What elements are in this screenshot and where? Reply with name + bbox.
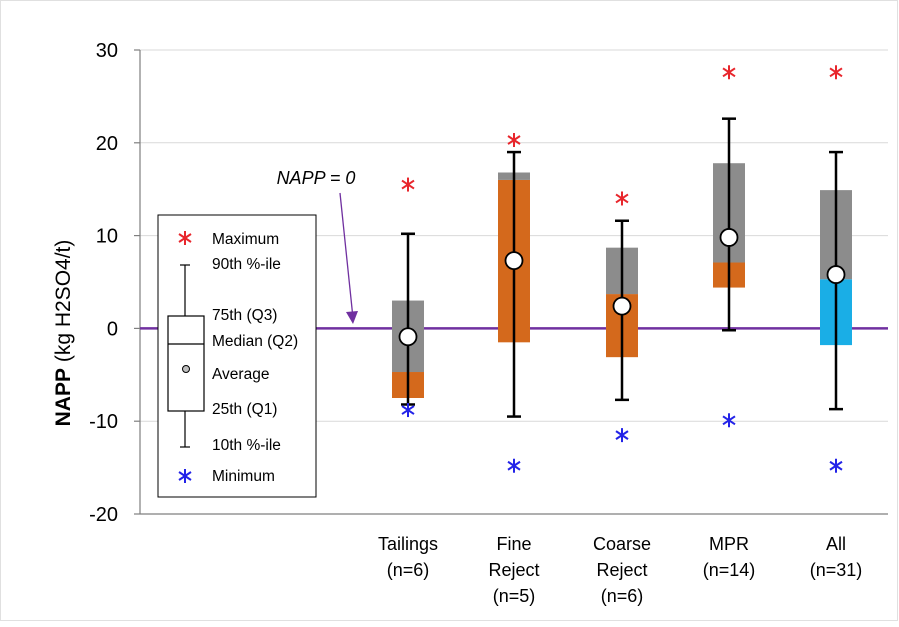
mean-marker — [612, 296, 632, 316]
legend-q1-label: 25th (Q1) — [212, 401, 277, 418]
legend-p90-label: 90th %-ile — [212, 256, 281, 273]
category-label: MPR (n=14) — [703, 534, 756, 580]
y-tick-label: -10 — [89, 411, 118, 433]
max-marker — [615, 191, 629, 206]
legend-p10-label: 10th %-ile — [212, 437, 281, 454]
legend: Maximum 90th %-ile 75th (Q3) Median (Q2)… — [157, 214, 317, 498]
mean-marker — [826, 265, 846, 284]
max-marker — [507, 133, 521, 148]
legend-min-marker-icon — [178, 469, 192, 483]
mean-marker — [504, 251, 524, 271]
category-labels: Tailings (n=6) Fine Reject (n=5) Coarse Reject… — [378, 534, 862, 606]
reference-line-label: NAPP = 0 — [277, 168, 356, 188]
min-marker — [722, 413, 736, 428]
legend-median-label: Median (Q2) — [212, 333, 298, 350]
y-axis-title: NAPP (kg H2SO4/t) — [52, 240, 75, 427]
y-tick-label: 20 — [96, 133, 118, 155]
legend-mean-label: Average — [212, 366, 269, 383]
reference-arrow — [339, 192, 354, 319]
legend-max-label: Maximum — [212, 231, 279, 248]
legend-mean-marker-icon — [182, 365, 190, 373]
min-marker — [507, 458, 521, 473]
y-tick-label: 30 — [96, 40, 118, 62]
mean-marker — [398, 327, 418, 347]
y-tick-labels: -20 -10 0 10 20 30 — [89, 40, 118, 526]
legend-box-icon — [167, 315, 205, 412]
mean-marker — [719, 228, 739, 247]
category-label: All (n=31) — [810, 534, 863, 580]
reference-arrowhead — [346, 311, 358, 324]
legend-q3-label: 75th (Q3) — [212, 307, 277, 324]
min-marker — [829, 458, 843, 473]
legend-max-marker-icon — [178, 231, 192, 245]
legend-min-label: Minimum — [212, 468, 275, 485]
max-marker — [829, 65, 843, 80]
axes — [134, 49, 888, 515]
category-label: Coarse Reject (n=6) — [593, 534, 651, 606]
boxes — [392, 65, 852, 473]
y-tick-label: 10 — [96, 226, 118, 248]
max-marker — [401, 177, 415, 192]
category-label: Fine Reject (n=5) — [488, 534, 539, 606]
y-tick-label: -20 — [89, 504, 118, 526]
y-tick-label: 0 — [107, 318, 118, 340]
min-marker — [615, 428, 629, 443]
max-marker — [722, 65, 736, 80]
category-label: Tailings (n=6) — [378, 534, 438, 580]
min-marker — [401, 403, 415, 418]
